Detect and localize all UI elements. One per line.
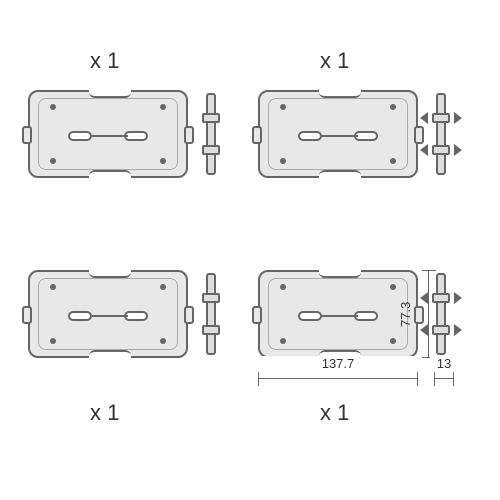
qty-label-bottom-left: x 1 (90, 400, 119, 426)
brake-pad-top-right (258, 90, 418, 178)
dimension-thickness: 13 (434, 372, 454, 386)
dimension-thickness-value: 13 (430, 356, 458, 371)
qty-label-top-right: x 1 (320, 48, 349, 74)
clip-side-top-right (430, 93, 452, 175)
brake-pad-top-left (28, 90, 188, 178)
qty-label-top-left: x 1 (90, 48, 119, 74)
dimension-height: 77.3 (422, 270, 436, 358)
qty-label-bottom-right: x 1 (320, 400, 349, 426)
brake-pad-bottom-left (28, 270, 188, 358)
diagram-canvas: x 1 x 1 x 1 x 1 (0, 0, 500, 500)
dimension-width-value: 137.7 (258, 356, 418, 371)
brake-pad-bottom-right (258, 270, 418, 358)
dimension-width: 137.7 (258, 372, 418, 386)
clip-side-bottom-left (200, 273, 222, 355)
clip-side-top-left (200, 93, 222, 175)
dimension-height-value: 77.3 (398, 270, 413, 358)
